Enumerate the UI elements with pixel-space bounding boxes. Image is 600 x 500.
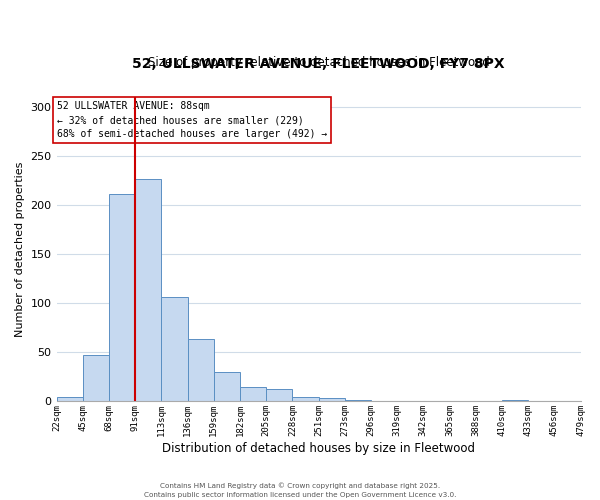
Y-axis label: Number of detached properties: Number of detached properties bbox=[15, 162, 25, 337]
Bar bbox=[502, 400, 528, 402]
Bar bbox=[214, 372, 240, 402]
X-axis label: Distribution of detached houses by size in Fleetwood: Distribution of detached houses by size … bbox=[162, 442, 475, 455]
Bar bbox=[56, 398, 83, 402]
Bar bbox=[161, 297, 188, 402]
Bar bbox=[240, 386, 266, 402]
Text: 52 ULLSWATER AVENUE: 88sqm
← 32% of detached houses are smaller (229)
68% of sem: 52 ULLSWATER AVENUE: 88sqm ← 32% of deta… bbox=[56, 102, 327, 140]
Bar bbox=[266, 388, 292, 402]
Bar bbox=[319, 398, 345, 402]
Bar bbox=[345, 400, 371, 402]
Bar bbox=[109, 194, 135, 402]
Bar bbox=[292, 396, 319, 402]
Text: 52, ULLSWATER AVENUE, FLEETWOOD, FY7 8PX: 52, ULLSWATER AVENUE, FLEETWOOD, FY7 8PX bbox=[132, 57, 505, 71]
Bar bbox=[188, 340, 214, 402]
Bar bbox=[135, 180, 161, 402]
Title: Size of property relative to detached houses in Fleetwood: Size of property relative to detached ho… bbox=[148, 56, 490, 69]
Text: Contains HM Land Registry data © Crown copyright and database right 2025.
Contai: Contains HM Land Registry data © Crown c… bbox=[144, 482, 456, 498]
Bar bbox=[83, 355, 109, 402]
